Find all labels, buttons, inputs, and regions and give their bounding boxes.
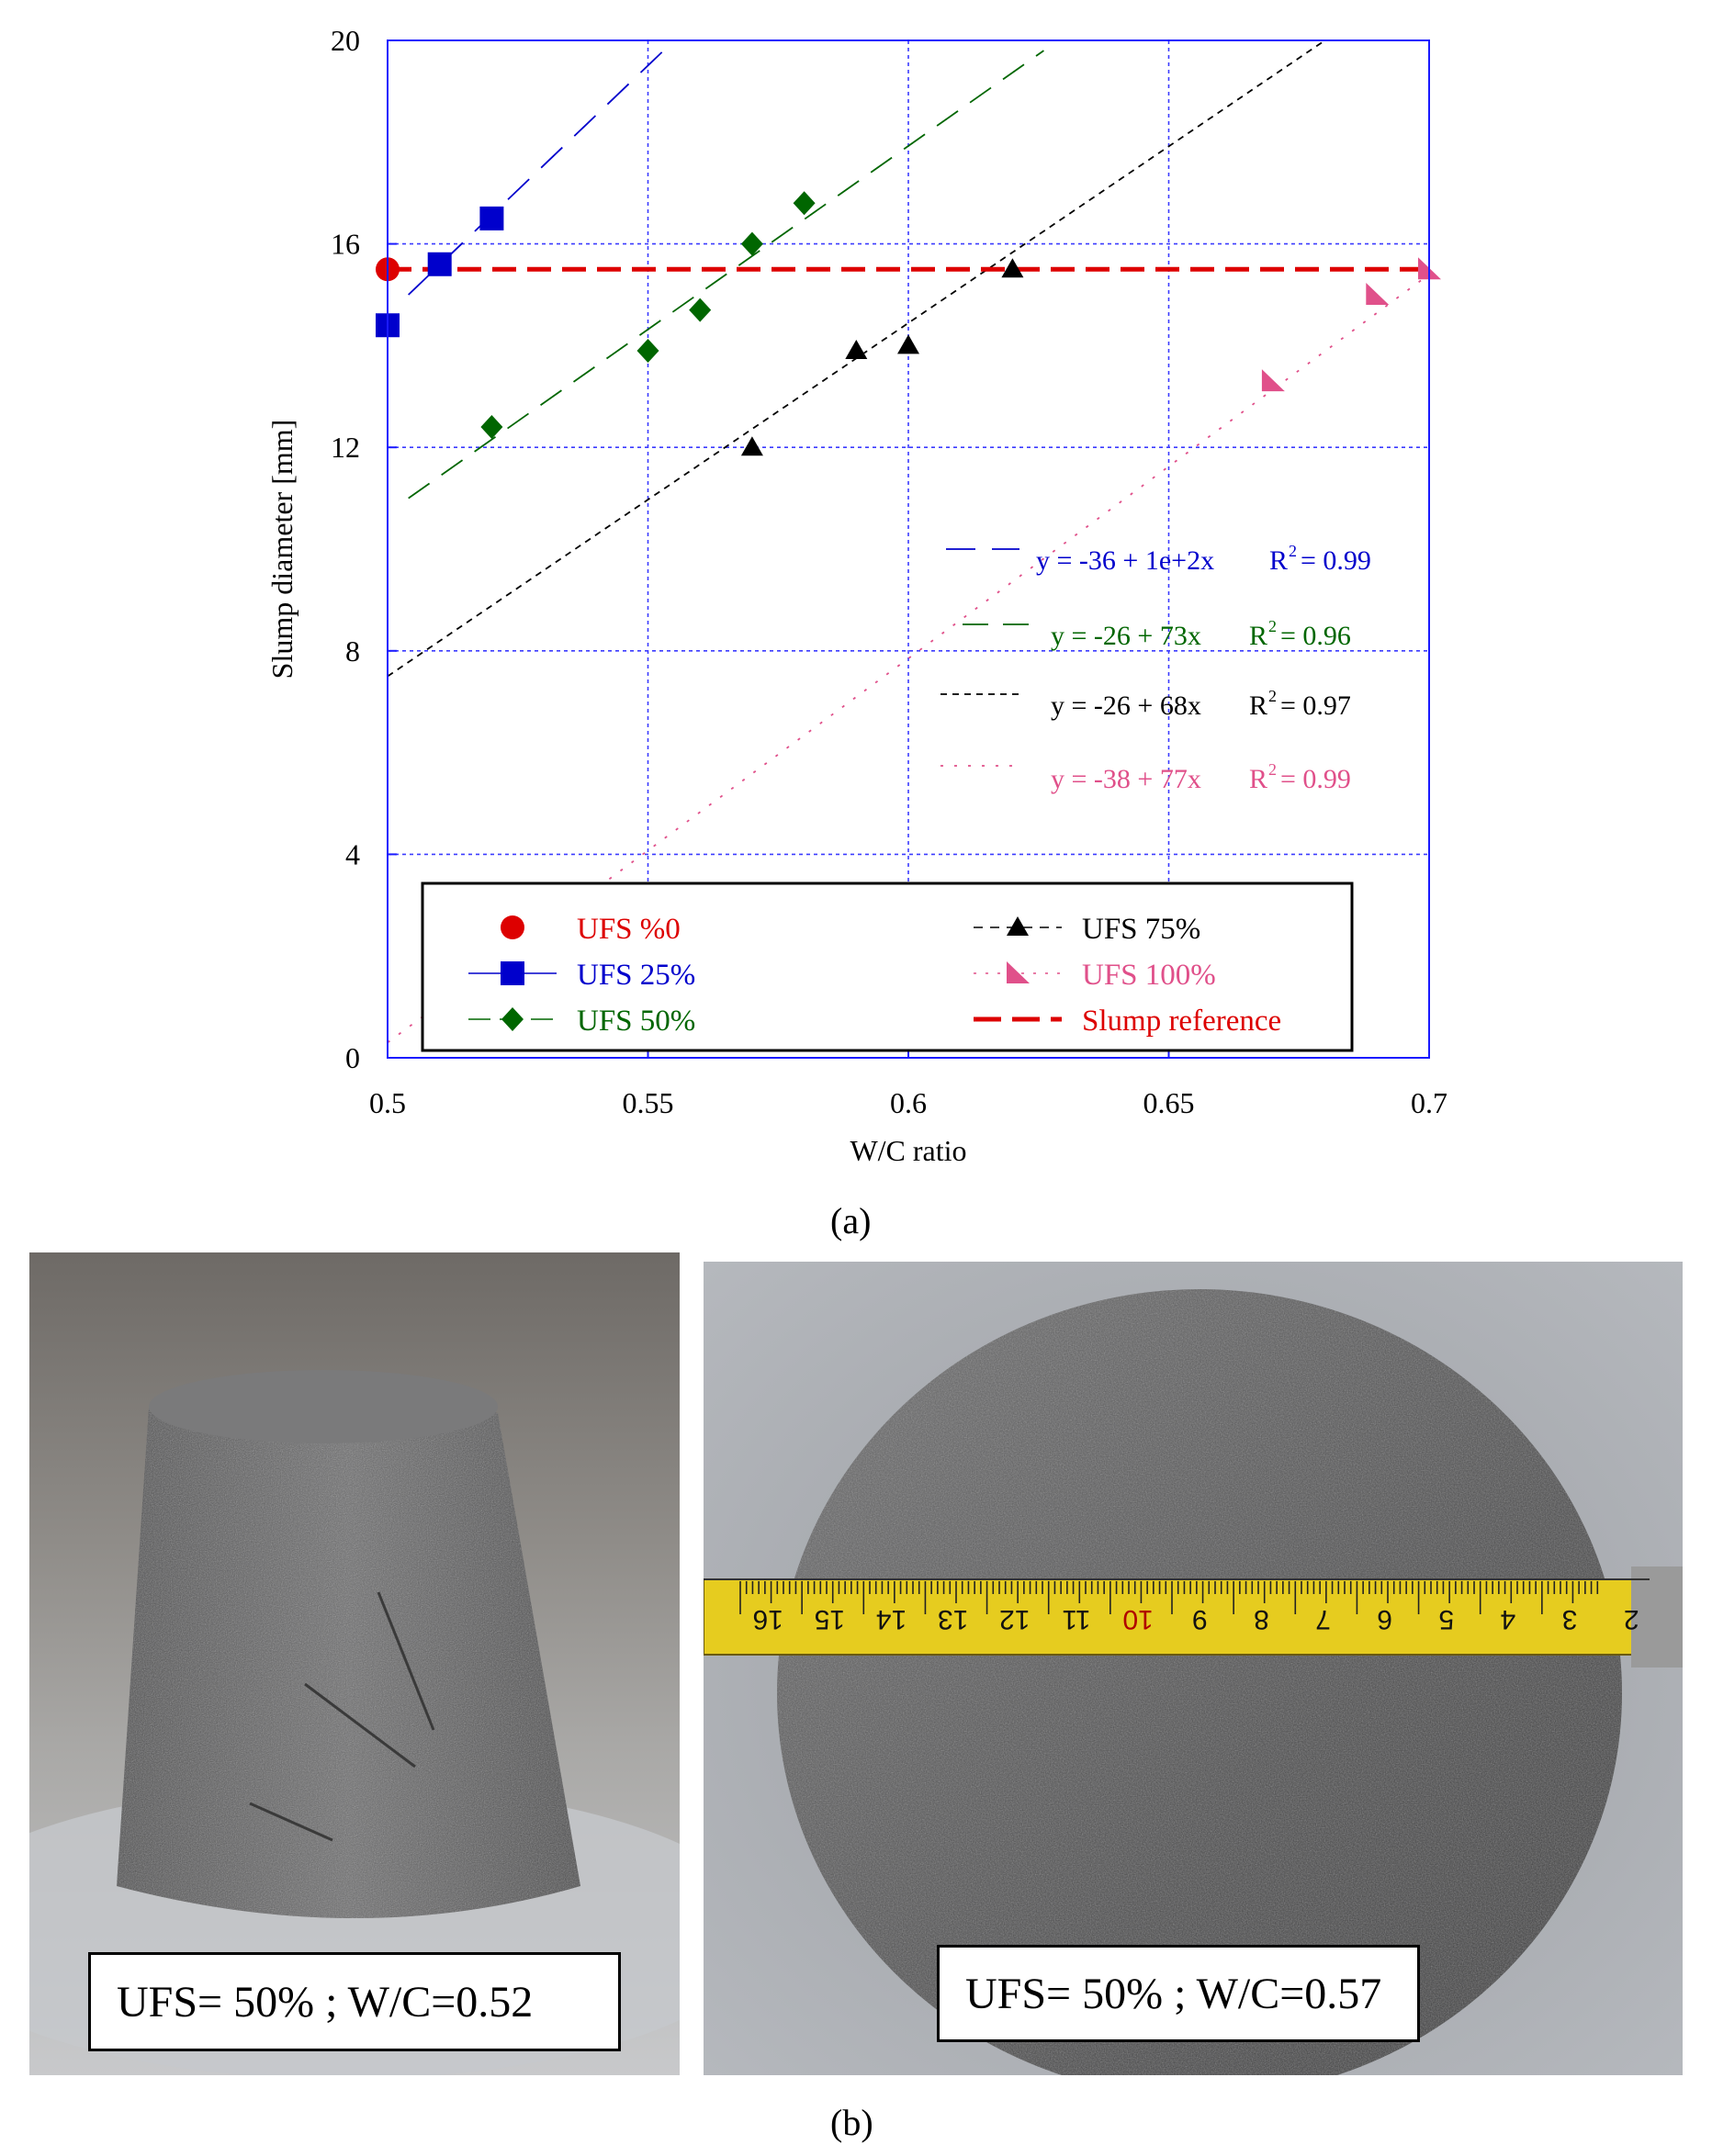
tape-number: 13 [938,1604,968,1634]
tape-number: 9 [1192,1604,1208,1634]
panel-b-label: (b) [830,2102,873,2143]
slump-chart: 0.5 0.55 0.6 0.65 0.7 0 4 8 12 16 20 W/C ratio Slu… [265,24,1447,1167]
trend-equations: y = -36 + 1e+2x R 2 = 0.99y = -26 + 73x R 2 = … [940,542,1371,794]
data-point [1007,961,1030,983]
x-tick-label: 0.5 [369,1086,406,1119]
x-tick-label: 0.6 [890,1086,927,1119]
data-point [845,339,868,359]
tape-number: 6 [1377,1604,1392,1634]
r-squared-value: = 0.96 [1280,621,1351,651]
photo-caption-2: UFS= 50% ; W/C=0.57 [937,1945,1420,2042]
tape-number: 12 [999,1604,1030,1634]
data-point [480,415,503,440]
axis-ticks: 0.5 0.55 0.6 0.65 0.7 0 4 8 12 16 20 [331,24,1447,1119]
legend: UFS %0 UFS 25% UFS 50% UFS 75% UFS 100% Slump… [421,881,1354,1052]
photo-caption-1: UFS= 50% ; W/C=0.52 [88,1952,621,2051]
r-squared-superscript: 2 [1268,687,1277,705]
photo-slump-spread: 16 15 14 13 12 11 10 9 8 7 6 5 4 3 2 UFS= 50% ; W/C=0.… [704,1262,1683,2075]
data-point [689,298,712,322]
tape-number: 5 [1438,1604,1454,1634]
data-point [501,915,524,939]
r-squared-superscript: 2 [1268,617,1277,635]
legend-label: UFS 25% [577,959,695,992]
tape-number: 16 [753,1604,783,1634]
trend-equation: y = -26 + 68x [1051,691,1201,721]
data-point [1001,258,1024,278]
data-point [636,338,659,363]
data-point [1366,283,1390,305]
y-tick-label: 8 [345,634,360,668]
tape-number: 15 [815,1604,845,1634]
x-tick-label: 0.65 [1143,1086,1195,1119]
y-tick-label: 4 [345,837,360,870]
x-tick-label: 0.7 [1411,1086,1447,1119]
tape-number: 7 [1315,1604,1331,1634]
y-tick-label: 12 [331,431,360,464]
data-point [1261,369,1285,392]
r-squared-superscript: 2 [1268,760,1277,779]
legend-box [421,881,1354,1052]
r-squared-label: R [1269,545,1288,576]
y-tick-label: 20 [331,24,360,57]
r-squared-label: R [1249,621,1267,651]
tape-number: 11 [1062,1604,1090,1634]
data-point [479,206,504,230]
x-tick-label: 0.55 [623,1086,674,1119]
data-point [793,191,816,216]
data-point [1007,916,1029,936]
tape-number: 8 [1254,1604,1269,1634]
tape-number: 2 [1624,1604,1639,1634]
data-point [501,961,524,985]
legend-label: Slump reference [1082,1005,1281,1038]
data-series [376,191,1441,456]
trend-equation: y = -36 + 1e+2x [1036,545,1214,576]
tape-number: 14 [876,1604,907,1634]
photo-slump-cone: UFS= 50% ; W/C=0.52 [29,1252,680,2075]
x-axis-label: W/C ratio [850,1134,966,1167]
r-squared-value: = 0.99 [1280,764,1351,794]
data-point [501,1007,524,1031]
y-tick-label: 16 [331,228,360,261]
tape-number: 3 [1562,1604,1578,1634]
data-point [427,252,452,276]
tape-number: 4 [1501,1604,1516,1634]
legend-label: UFS 50% [577,1005,695,1038]
legend-label: UFS 100% [1082,959,1216,992]
legend-label: UFS 75% [1082,913,1200,946]
r-squared-label: R [1249,691,1267,721]
legend-label: UFS %0 [577,913,681,946]
data-point [740,436,763,456]
r-squared-value: = 0.99 [1301,545,1371,576]
r-squared-superscript: 2 [1289,542,1297,560]
r-squared-label: R [1249,764,1267,794]
measuring-tape: 16 15 14 13 12 11 10 9 8 7 6 5 4 3 2 [704,1566,1683,1668]
r-squared-value: = 0.97 [1280,691,1351,721]
data-point [740,231,763,256]
panel-a-label: (a) [830,1200,872,1241]
slump-spread-image: 16 15 14 13 12 11 10 9 8 7 6 5 4 3 2 [704,1262,1683,2075]
y-axis-label: Slump diameter [mm] [265,420,298,679]
trendline [408,50,1044,500]
y-tick-label: 0 [345,1041,360,1074]
trend-equation: y = -26 + 73x [1051,621,1201,651]
tape-number: 10 [1122,1604,1153,1634]
trend-equation: y = -38 + 77x [1051,764,1201,794]
data-point [897,334,919,354]
